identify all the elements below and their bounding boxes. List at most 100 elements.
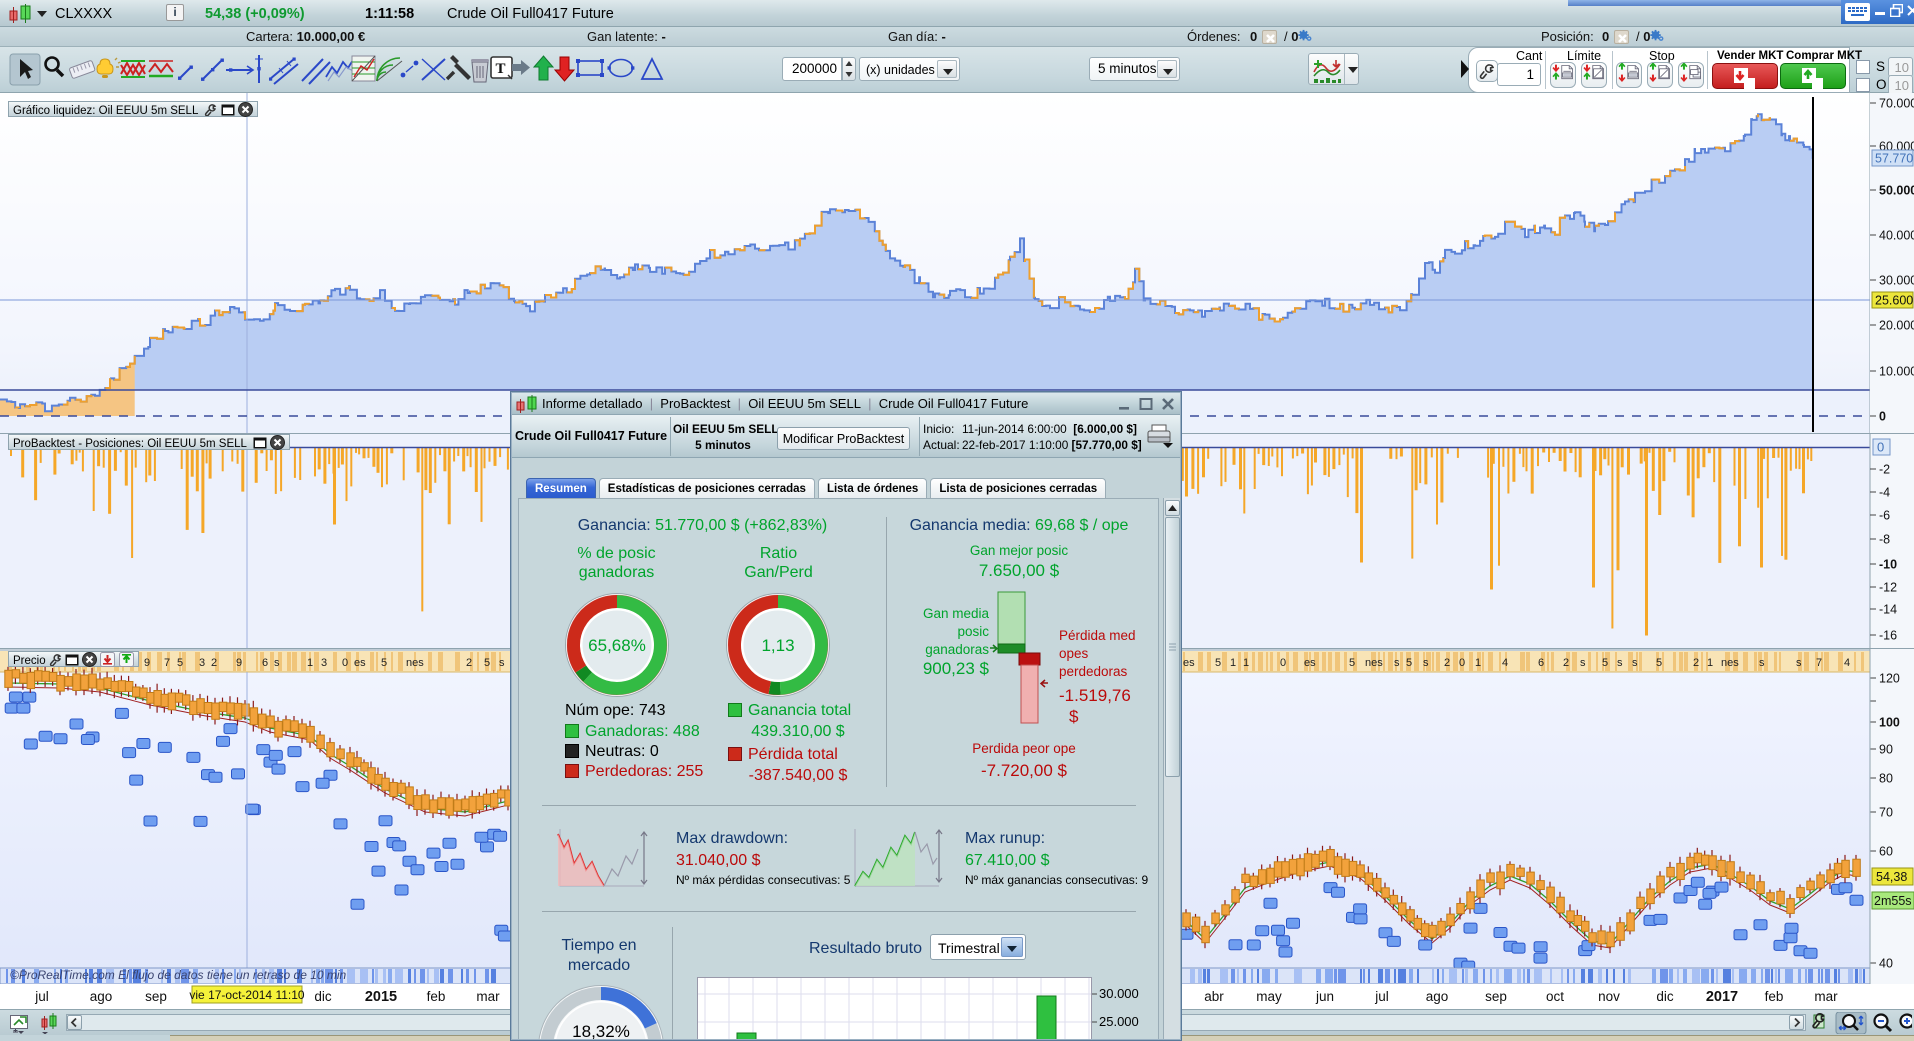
svg-text:90: 90 [1879, 743, 1893, 757]
svg-text:6: 6 [262, 657, 268, 669]
svg-text:s: s [1423, 657, 1429, 669]
svg-text:ago: ago [90, 989, 113, 1004]
svg-text:2m55s: 2m55s [1874, 894, 1912, 908]
svg-text:s: s [1580, 657, 1586, 669]
svg-text:7: 7 [164, 657, 170, 669]
svg-text:9: 9 [236, 657, 242, 669]
svg-text:0: 0 [342, 657, 348, 669]
svg-text:2: 2 [466, 657, 472, 669]
svg-text:2: 2 [1444, 657, 1450, 669]
svg-text:18,32%: 18,32% [572, 1022, 630, 1039]
svg-text:1,13: 1,13 [761, 636, 794, 655]
svg-text:30.000: 30.000 [1099, 986, 1139, 1001]
svg-text:s: s [1617, 657, 1623, 669]
svg-text:9: 9 [144, 657, 150, 669]
svg-text:1: 1 [1243, 657, 1249, 669]
svg-text:T: T [496, 61, 506, 77]
svg-text:5: 5 [1602, 657, 1608, 669]
svg-text:mar: mar [476, 989, 500, 1004]
svg-text:2015: 2015 [365, 989, 397, 1005]
svg-text:s: s [499, 657, 505, 669]
svg-text:0: 0 [1877, 440, 1884, 455]
svg-text:57.770: 57.770 [1875, 152, 1913, 166]
svg-text:vie 17-oct-2014 11:10: vie 17-oct-2014 11:10 [189, 988, 305, 1002]
svg-text:s: s [1394, 657, 1400, 669]
svg-text:nes: nes [1365, 657, 1383, 669]
svg-text:25.000: 25.000 [1099, 1014, 1139, 1029]
svg-text:1: 1 [1475, 657, 1481, 669]
svg-text:s: s [1632, 657, 1638, 669]
svg-text:1: 1 [307, 657, 313, 669]
svg-text:54,38: 54,38 [1876, 870, 1907, 884]
svg-text:s: s [1759, 657, 1765, 669]
svg-text:sep: sep [145, 989, 167, 1004]
svg-text:2: 2 [1693, 657, 1699, 669]
svg-text:2017: 2017 [1706, 989, 1738, 1005]
svg-text:-12: -12 [1879, 581, 1897, 595]
svg-text:2: 2 [1563, 657, 1569, 669]
svg-text:-6: -6 [1879, 509, 1890, 523]
svg-text:mar: mar [1814, 989, 1838, 1004]
svg-text:70: 70 [1879, 806, 1893, 820]
svg-text:-10: -10 [1879, 558, 1897, 572]
svg-text:may: may [1256, 989, 1282, 1004]
svg-text:0: 0 [1879, 410, 1886, 424]
svg-text:25.600: 25.600 [1875, 294, 1913, 308]
svg-text:jun: jun [1315, 989, 1334, 1004]
svg-text:1: 1 [1707, 657, 1713, 669]
svg-text:sep: sep [1485, 989, 1507, 1004]
svg-text:feb: feb [1765, 989, 1784, 1004]
svg-text:-8: -8 [1879, 533, 1890, 547]
svg-text:1: 1 [1230, 657, 1236, 669]
svg-text:es: es [1304, 657, 1316, 669]
svg-text:5: 5 [1215, 657, 1221, 669]
svg-text:-4: -4 [1879, 486, 1890, 500]
svg-text:jul: jul [1374, 989, 1389, 1004]
svg-text:0: 0 [1459, 657, 1465, 669]
svg-text:40.000: 40.000 [1879, 229, 1914, 243]
svg-text:5: 5 [484, 657, 490, 669]
svg-text:-16: -16 [1879, 629, 1897, 643]
svg-text:nes: nes [406, 657, 424, 669]
svg-text:40: 40 [1879, 957, 1893, 971]
svg-text:50.000: 50.000 [1879, 184, 1914, 198]
svg-text:5: 5 [1349, 657, 1355, 669]
svg-text:dic: dic [314, 989, 332, 1004]
svg-text:5: 5 [177, 657, 183, 669]
svg-text:ago: ago [1426, 989, 1449, 1004]
svg-text:5: 5 [1656, 657, 1662, 669]
svg-text:es: es [354, 657, 366, 669]
svg-text:0: 0 [1280, 657, 1286, 669]
svg-text:7: 7 [1816, 657, 1822, 669]
svg-text:©ProRealTime.com El flujo de d: ©ProRealTime.com El flujo de datos tiene… [10, 968, 347, 982]
svg-text:30.000: 30.000 [1879, 274, 1914, 288]
svg-text:feb: feb [427, 989, 446, 1004]
svg-text:3: 3 [321, 657, 327, 669]
svg-text:4: 4 [1844, 657, 1850, 669]
svg-text:dic: dic [1656, 989, 1674, 1004]
svg-text:oct: oct [1546, 989, 1564, 1004]
svg-text:70.000: 70.000 [1879, 97, 1914, 111]
svg-text:jul: jul [34, 989, 49, 1004]
svg-text:20.000: 20.000 [1879, 319, 1914, 333]
svg-text:es: es [1183, 657, 1195, 669]
svg-text:nov: nov [1598, 989, 1620, 1004]
svg-text:4: 4 [1502, 657, 1508, 669]
svg-text:80: 80 [1879, 772, 1893, 786]
svg-text:nes: nes [1721, 657, 1739, 669]
svg-text:6: 6 [1538, 657, 1544, 669]
svg-text:-2: -2 [1879, 463, 1890, 477]
svg-text:-14: -14 [1879, 603, 1897, 617]
svg-text:s: s [274, 657, 280, 669]
svg-text:10.000: 10.000 [1879, 365, 1914, 379]
svg-text:s: s [1796, 657, 1802, 669]
svg-text:2: 2 [211, 657, 217, 669]
svg-text:5: 5 [381, 657, 387, 669]
svg-text:100: 100 [1879, 716, 1900, 730]
svg-text:3: 3 [199, 657, 205, 669]
svg-text:60: 60 [1879, 845, 1893, 859]
svg-text:abr: abr [1204, 989, 1224, 1004]
svg-text:120: 120 [1879, 672, 1900, 686]
svg-text:65,68%: 65,68% [588, 636, 646, 655]
svg-text:5: 5 [1406, 657, 1412, 669]
